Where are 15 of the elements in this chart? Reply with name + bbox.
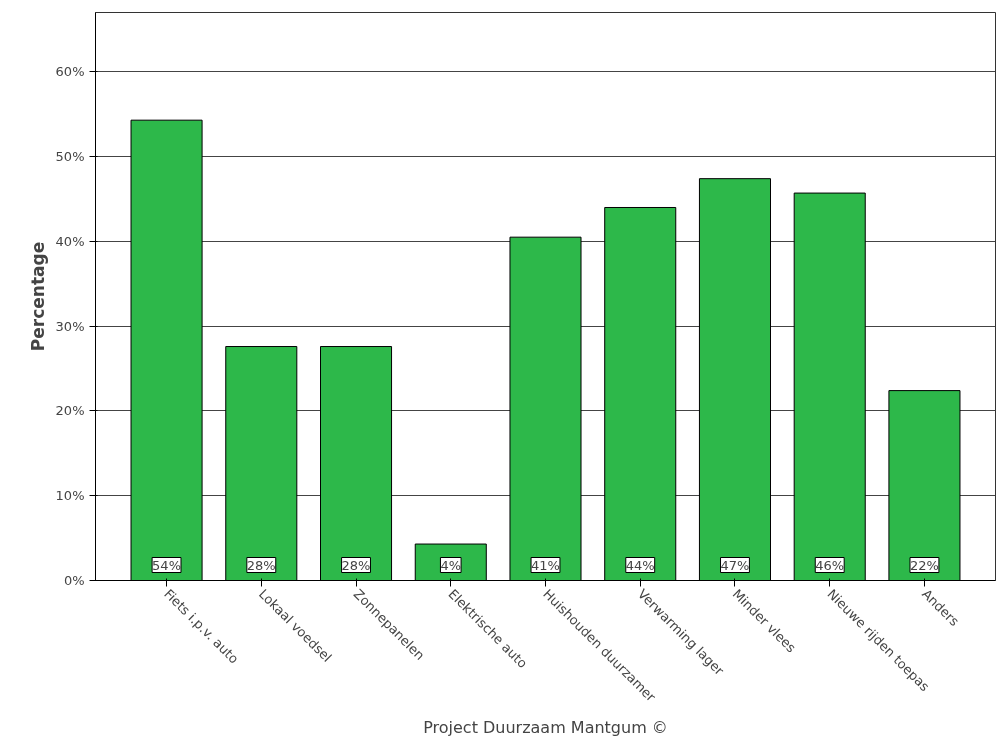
y-tick-label: 60% bbox=[55, 64, 85, 80]
data-label: 28% bbox=[246, 557, 276, 573]
data-label: 22% bbox=[910, 557, 939, 573]
x-axis-title: Project Duurzaam Mantgum © bbox=[423, 717, 668, 737]
data-label: 28% bbox=[341, 557, 371, 573]
y-tick-label: 10% bbox=[55, 488, 85, 504]
y-tick-label: 50% bbox=[55, 149, 85, 165]
y-tick-label: 30% bbox=[55, 318, 85, 334]
y-tick-label: 20% bbox=[55, 403, 85, 419]
data-label: 44% bbox=[625, 557, 655, 573]
y-tick-label: 0% bbox=[63, 573, 85, 588]
data-label: 46% bbox=[815, 557, 845, 573]
data-label: 47% bbox=[720, 557, 750, 573]
y-tick-label: 40% bbox=[55, 233, 85, 249]
y-axis-title: Percentage bbox=[27, 241, 48, 352]
